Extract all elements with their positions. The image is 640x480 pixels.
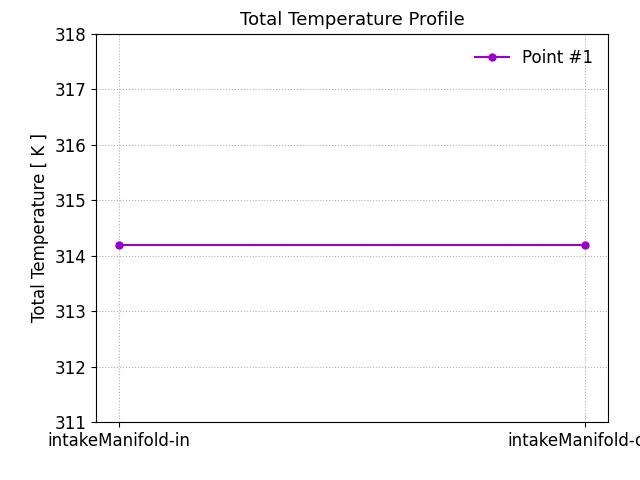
Title: Total Temperature Profile: Total Temperature Profile bbox=[239, 11, 465, 29]
Y-axis label: Total Temperature [ K ]: Total Temperature [ K ] bbox=[31, 133, 49, 323]
Legend: Point #1: Point #1 bbox=[468, 42, 600, 73]
